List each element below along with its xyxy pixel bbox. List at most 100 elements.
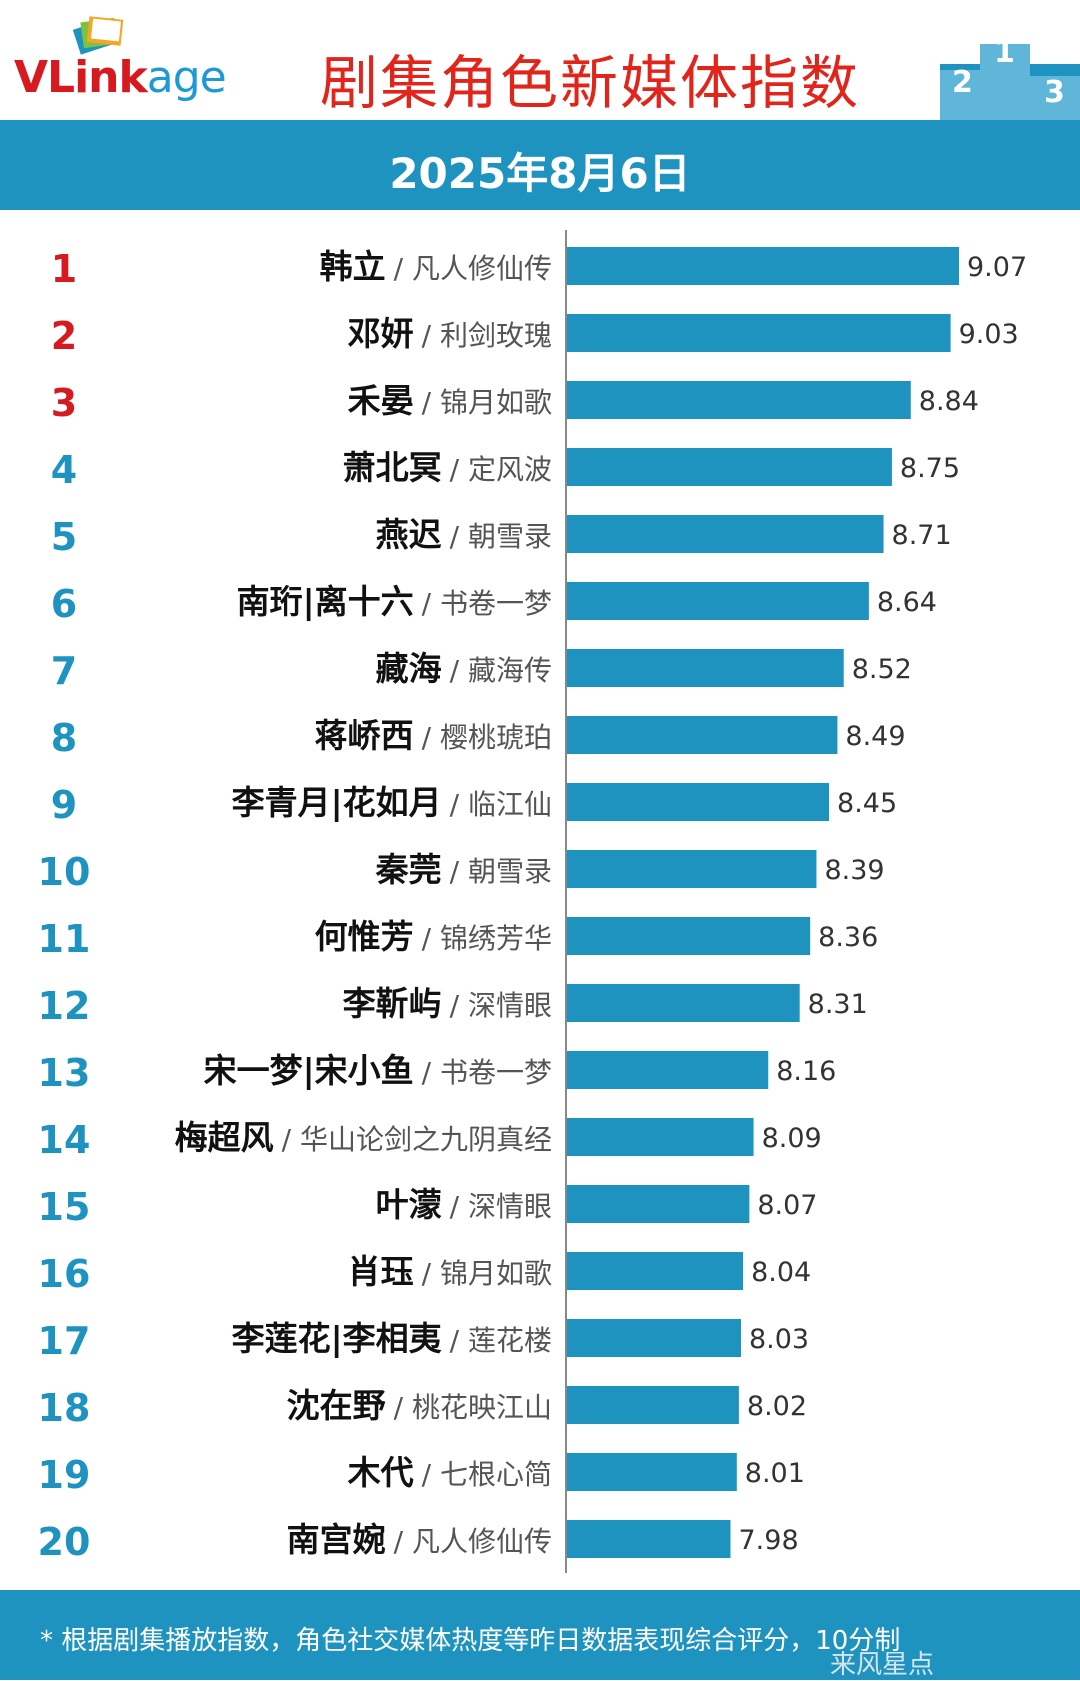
ranking-chart: 1 韩立 / 凡人修仙传 9.07 2 邓妍 / 利剑玫瑰 9.03 3 禾晏 / 锦月如歌 8.84… (0, 210, 1080, 1590)
row-label: 秦莞 / 朝雪录 (375, 850, 552, 889)
bar (567, 1386, 739, 1424)
rank-label: 19 (38, 1453, 91, 1497)
rank-label: 4 (51, 448, 77, 492)
rank-label: 17 (38, 1319, 91, 1363)
row-label: 燕迟 / 朝雪录 (376, 515, 552, 554)
drama-name: / 利剑玫瑰 (422, 319, 552, 352)
character-name: 南珩|离十六 (237, 582, 414, 621)
header: VLinkage 剧集角色新媒体指数 2 1 3 (0, 0, 1080, 120)
character-name: 南宫婉 (287, 1520, 386, 1559)
drama-name: / 临江仙 (450, 788, 552, 821)
value-label: 8.39 (824, 855, 884, 886)
character-name: 何惟芳 (315, 917, 414, 956)
rank-label: 10 (38, 850, 91, 894)
row-label: 蒋峤西 / 樱桃琥珀 (315, 716, 552, 755)
logo-text-main: VLink (14, 52, 148, 103)
ranking-chart-svg: 1 韩立 / 凡人修仙传 9.072 邓妍 / 利剑玫瑰 9.033 禾晏 / 锦月如歌 8.84… (38, 230, 1027, 1573)
drama-name: / 朝雪录 (450, 520, 552, 553)
drama-name: / 七根心简 (422, 1458, 552, 1491)
bar (567, 515, 884, 553)
drama-name: / 凡人修仙传 (394, 252, 552, 285)
drama-name: / 朝雪录 (450, 855, 552, 888)
bar (567, 1319, 741, 1357)
rank-label: 3 (51, 381, 77, 425)
value-label: 8.16 (776, 1056, 836, 1087)
bar (567, 649, 844, 687)
date-banner (0, 120, 1080, 210)
value-label: 8.02 (747, 1391, 807, 1422)
date-label: 2025年8月6日 (389, 149, 691, 198)
drama-name: / 华山论剑之九阴真经 (282, 1123, 552, 1156)
value-label: 8.01 (745, 1458, 805, 1489)
row-label: 禾晏 / 锦月如歌 (348, 381, 552, 420)
value-label: 8.71 (892, 520, 952, 551)
character-name: 禾晏 (348, 381, 414, 420)
bar (567, 1118, 754, 1156)
footer-note: * 根据剧集播放指数，角色社交媒体热度等昨日数据表现综合评分，10分制 (40, 1626, 901, 1656)
rank-label: 6 (51, 582, 77, 626)
bar (567, 381, 911, 419)
drama-name: / 深情眼 (450, 1190, 552, 1223)
value-label: 8.36 (818, 922, 878, 953)
rank-label: 13 (38, 1051, 91, 1095)
page-title: 剧集角色新媒体指数 (319, 49, 860, 117)
character-name: 李靳屿 (343, 984, 442, 1023)
drama-name: / 莲花楼 (450, 1324, 552, 1357)
drama-name: / 定风波 (450, 453, 552, 486)
bar (567, 783, 830, 821)
character-name: 肖珏 (348, 1252, 414, 1291)
value-label: 9.03 (959, 319, 1019, 350)
rank-label: 9 (51, 783, 77, 827)
character-name: 李莲花|李相夷 (232, 1319, 442, 1358)
footer-banner (0, 1590, 1080, 1680)
svg-text:1: 1 (994, 35, 1015, 70)
character-name: 沈在野 (287, 1386, 386, 1425)
podium-icon: 2 1 3 (940, 35, 1080, 120)
watermark: 来风星点 (830, 1650, 935, 1680)
value-label: 8.49 (845, 721, 905, 752)
rank-label: 18 (38, 1386, 91, 1430)
character-name: 李青月|花如月 (232, 783, 442, 822)
svg-text:3: 3 (1044, 75, 1065, 110)
row-label: 李靳屿 / 深情眼 (343, 984, 552, 1023)
bar (567, 850, 817, 888)
rank-label: 20 (38, 1520, 91, 1564)
row-label: 韩立 / 凡人修仙传 (320, 247, 552, 286)
row-label: 南宫婉 / 凡人修仙传 (287, 1520, 552, 1559)
rank-label: 1 (51, 247, 77, 291)
row-label: 藏海 / 藏海传 (376, 649, 552, 688)
drama-name: / 深情眼 (450, 989, 552, 1022)
bar (567, 1185, 750, 1223)
value-label: 8.52 (852, 654, 912, 685)
character-name: 邓妍 (348, 314, 414, 353)
vlinkage-logo: VLinkage (10, 10, 240, 110)
row-label: 叶濛 / 深情眼 (376, 1185, 552, 1224)
drama-name: / 书卷一梦 (422, 1056, 552, 1089)
value-label: 8.31 (808, 989, 868, 1020)
row-label: 何惟芳 / 锦绣芳华 (315, 917, 552, 956)
drama-name: / 锦月如歌 (422, 386, 552, 419)
rank-label: 16 (38, 1252, 91, 1296)
character-name: 梅超风 (175, 1118, 274, 1157)
rank-label: 5 (51, 515, 77, 559)
value-label: 9.07 (967, 252, 1027, 283)
row-label: 木代 / 七根心简 (347, 1453, 552, 1492)
rank-label: 2 (51, 314, 77, 358)
row-label: 南珩|离十六 / 书卷一梦 (237, 582, 552, 621)
rank-label: 14 (38, 1118, 91, 1162)
value-label: 8.45 (837, 788, 897, 819)
value-label: 7.98 (739, 1525, 799, 1556)
logo-text: VLinkage (14, 52, 227, 103)
drama-name: / 藏海传 (450, 654, 552, 687)
row-label: 梅超风 / 华山论剑之九阴真经 (175, 1118, 552, 1157)
bar (567, 1453, 737, 1491)
bar (567, 448, 892, 486)
bar (567, 984, 800, 1022)
bar (567, 1520, 731, 1558)
character-name: 叶濛 (376, 1185, 442, 1224)
row-label: 肖珏 / 锦月如歌 (348, 1252, 552, 1291)
svg-text:2: 2 (952, 65, 973, 100)
row-label: 宋一梦|宋小鱼 / 书卷一梦 (204, 1051, 552, 1090)
value-label: 8.07 (757, 1190, 817, 1221)
rank-label: 8 (51, 716, 77, 760)
